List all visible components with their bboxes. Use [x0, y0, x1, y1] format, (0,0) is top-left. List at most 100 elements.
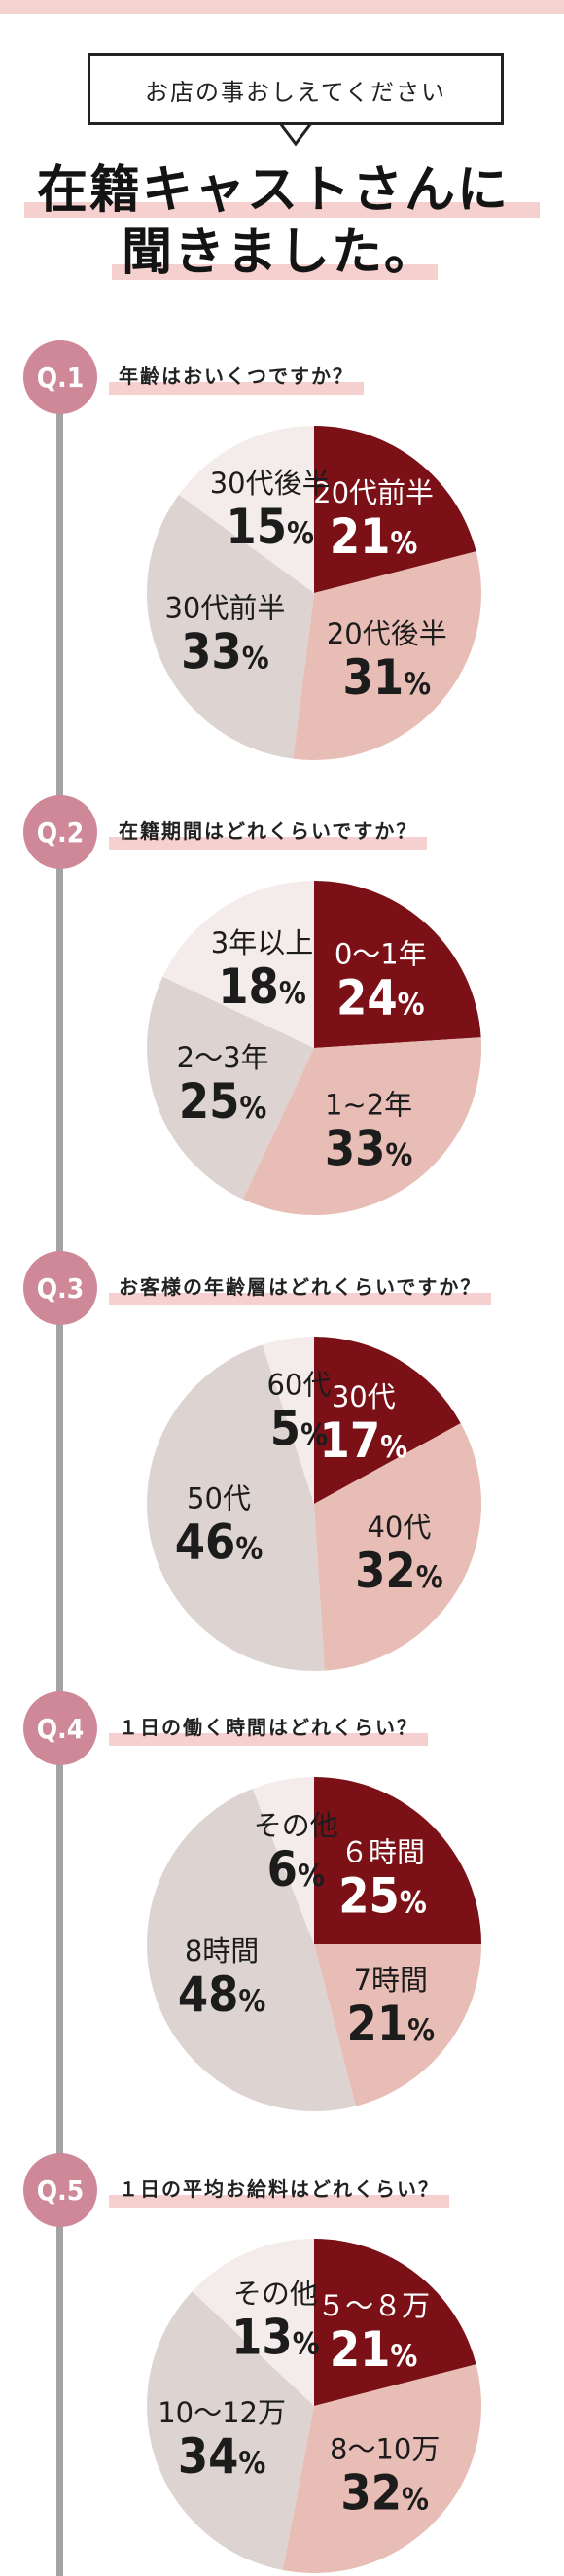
headline-highlight-2 [112, 264, 438, 280]
slice-percent: 5% [270, 1401, 328, 1457]
question-title: お客様の年齢層はどれくらいですか？ [119, 1275, 482, 1299]
slice-value: 34 [178, 2428, 239, 2485]
timeline-line [56, 350, 63, 2576]
pie-slice-1 [314, 1337, 461, 1504]
question-badge-3: Q.3 [23, 1251, 97, 1325]
slice-value: 46 [175, 1514, 236, 1571]
slice-percent: 18% [218, 958, 306, 1015]
percent-sign: % [293, 2326, 320, 2361]
headline-line-2: 聞きました。 [122, 224, 438, 282]
slice-label: 3年以上 [211, 926, 313, 959]
slice-percent: 24% [336, 969, 425, 1026]
slice-percent: 21% [330, 2321, 418, 2378]
slice-label: 8～10万 [330, 2432, 440, 2465]
slice-percent: 48% [178, 1967, 266, 2023]
pie-slice-4 [178, 426, 314, 593]
question-title-wrap-5: １日の平均お給料はどれくらい？ [109, 2175, 449, 2208]
slice-value: 31 [343, 649, 405, 706]
percent-sign: % [239, 1091, 266, 1126]
slice-percent: 46% [175, 1514, 264, 1571]
slice-percent: 32% [355, 1543, 443, 1599]
percent-sign: % [402, 2482, 429, 2517]
slice-label: 1~2年 [325, 1089, 412, 1122]
question-title: １日の平均お給料はどれくらい？ [119, 2177, 440, 2201]
speech-bubble-text: お店の事おしえてください [144, 78, 447, 106]
question-title-underline [109, 2195, 449, 2208]
percent-sign: % [416, 1560, 443, 1595]
question-title-wrap-4: １日の働く時間はどれくらい？ [109, 1713, 428, 1746]
question-badge-4: Q.4 [23, 1691, 97, 1765]
question-title-wrap-3: お客様の年齢層はどれくらいですか？ [109, 1272, 492, 1305]
question-title: １日の働く時間はどれくらい？ [119, 1716, 418, 1739]
percent-sign: % [390, 2339, 417, 2374]
slice-label: その他 [254, 1809, 338, 1842]
question-title: 年齢はおいくつですか？ [119, 365, 354, 388]
slice-percent: 31% [343, 649, 432, 706]
pie-slice-4 [192, 2239, 314, 2406]
percent-sign: % [238, 2446, 265, 2481]
pie-slice-3 [147, 494, 314, 759]
slice-value: 32 [340, 2464, 402, 2521]
question-title-wrap-1: 年齢はおいくつですか？ [109, 362, 364, 395]
slice-value: 21 [330, 2321, 391, 2378]
question-badge-2: Q.2 [23, 795, 97, 869]
pie-slice-1 [314, 881, 481, 1048]
top-decorative-bar [0, 0, 564, 14]
slice-label: ５～８万 [317, 2289, 430, 2322]
pie-slice-2 [282, 2364, 482, 2573]
pie-slice-2 [293, 551, 482, 760]
slice-label: 30代前半 [164, 592, 285, 625]
pie-slice-2 [314, 1944, 481, 2106]
percent-sign: % [407, 2013, 435, 2048]
slice-label: 0～1年 [335, 937, 427, 970]
question-badge-5: Q.5 [23, 2153, 97, 2227]
slice-label: 20代前半 [313, 476, 434, 509]
pie-slice-1 [314, 1777, 481, 1944]
slice-value: 25 [338, 1868, 400, 1925]
slice-value: 17 [320, 1412, 381, 1469]
pie-slice-1 [314, 2239, 476, 2406]
slice-label: 30代 [332, 1380, 396, 1413]
slice-value: 21 [347, 1996, 408, 2052]
slice-percent: 34% [178, 2428, 266, 2485]
slice-label: 50代 [187, 1482, 251, 1515]
slice-percent: 6% [267, 1841, 325, 1897]
headline-line-1: 在籍キャストさんに [37, 161, 511, 220]
slice-label: 30代後半 [210, 467, 331, 500]
pie-slice-4 [252, 1777, 314, 1944]
percent-sign: % [400, 1886, 427, 1921]
pie-slice-1 [314, 426, 476, 593]
percent-sign: % [238, 1984, 265, 2019]
pie-slice-2 [242, 1037, 481, 1215]
slice-percent: 33% [325, 1121, 413, 1177]
question-badge-1: Q.1 [23, 340, 97, 414]
percent-sign: % [298, 1859, 325, 1894]
slice-value: 6 [267, 1841, 298, 1897]
slice-label: その他 [233, 2277, 318, 2310]
slice-value: 33 [181, 624, 242, 680]
slice-percent: 25% [338, 1868, 427, 1925]
slice-percent: 13% [231, 2309, 320, 2365]
pie-slice-3 [147, 2291, 314, 2570]
percent-sign: % [385, 1138, 412, 1173]
percent-sign: % [300, 1418, 328, 1453]
slice-value: 48 [178, 1967, 239, 2023]
percent-sign: % [398, 987, 425, 1022]
slice-label: 60代 [266, 1369, 331, 1402]
pie-slice-3 [146, 1789, 356, 2112]
slice-value: 21 [330, 508, 391, 565]
slice-percent: 32% [340, 2464, 429, 2521]
pie-slice-3 [147, 1344, 325, 1671]
percent-sign: % [380, 1430, 407, 1465]
slice-label: 10～12万 [158, 2396, 286, 2429]
percent-sign: % [390, 526, 417, 561]
slice-label: 2～3年 [177, 1041, 269, 1074]
pie-slice-4 [262, 1337, 314, 1504]
percent-sign: % [287, 516, 314, 551]
question-title-underline [109, 837, 428, 850]
slice-percent: 21% [347, 1996, 436, 2052]
